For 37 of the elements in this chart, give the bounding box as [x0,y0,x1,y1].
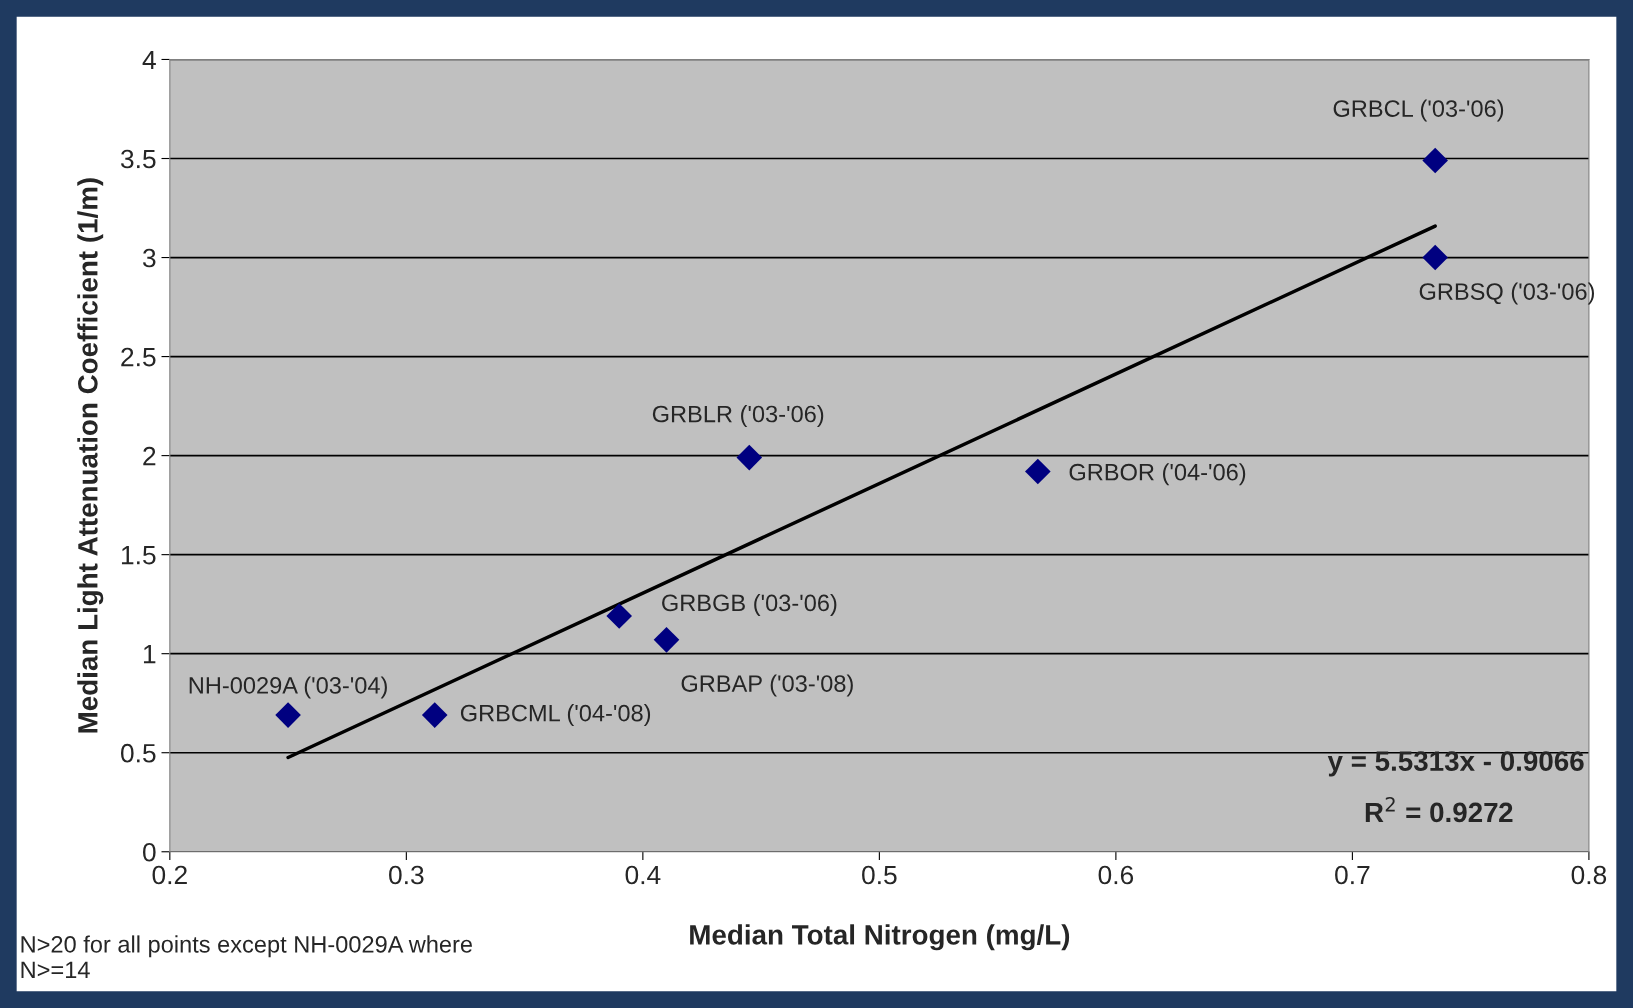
annotation: GRBGB ('03-'06) [662,593,837,616]
text: N>20 for all points except NH-0029A where N>=14 [21,935,472,978]
y-tick-label: 0.5 [120,743,156,763]
x-tick-label: 0.3 [389,865,424,885]
point [653,627,680,653]
y-tick-label: 2.5 [121,347,156,367]
annotation: R$^{2}$ = 0.9272 [1365,796,1513,823]
point [421,702,448,728]
point [1422,147,1448,174]
point [1422,244,1448,271]
annotation: NH-0029A ('03-'04) [189,676,387,699]
x-tick-label: 0.4 [625,865,661,885]
y-axis-title: Median Light Attenuation Coefficient (1/m) [77,178,104,733]
point [1025,458,1051,485]
annotation: GRBOR ('04-'06) [1069,463,1246,486]
y-tick-label: 3 [142,248,156,268]
annotation: GRBAP ('03-'08) [681,674,853,697]
y-tick-label: 3.5 [120,149,156,169]
y-tick-label: 0 [142,842,156,862]
x-tick-label: 0.5 [862,865,897,885]
y-tick-label: 2 [143,446,156,466]
x-tick-label: 0.7 [1335,865,1370,885]
x-tick-label: 0.2 [152,865,187,885]
x-axis-title: Median Total Nitrogen (mg/L) [690,924,1070,951]
annotation: y = 5.5313x - 0.9066 [1327,751,1584,777]
y-tick-label: 1.5 [121,546,156,565]
x-tick-label: 0.6 [1098,865,1134,885]
point [275,702,301,728]
point [736,444,763,471]
annotation: GRBCML ('04-'08) [460,704,651,727]
y-tick-label: 1 [143,645,156,664]
annotation: GRBCL ('03-'06) [1333,99,1504,122]
x-tick-label: 0.8 [1571,865,1607,885]
annotation: GRBLR ('03-'06) [652,405,824,428]
annotation: GRBSQ ('03-'06) [1419,282,1595,305]
point [606,603,633,629]
y-tick-label: 4 [142,50,156,70]
